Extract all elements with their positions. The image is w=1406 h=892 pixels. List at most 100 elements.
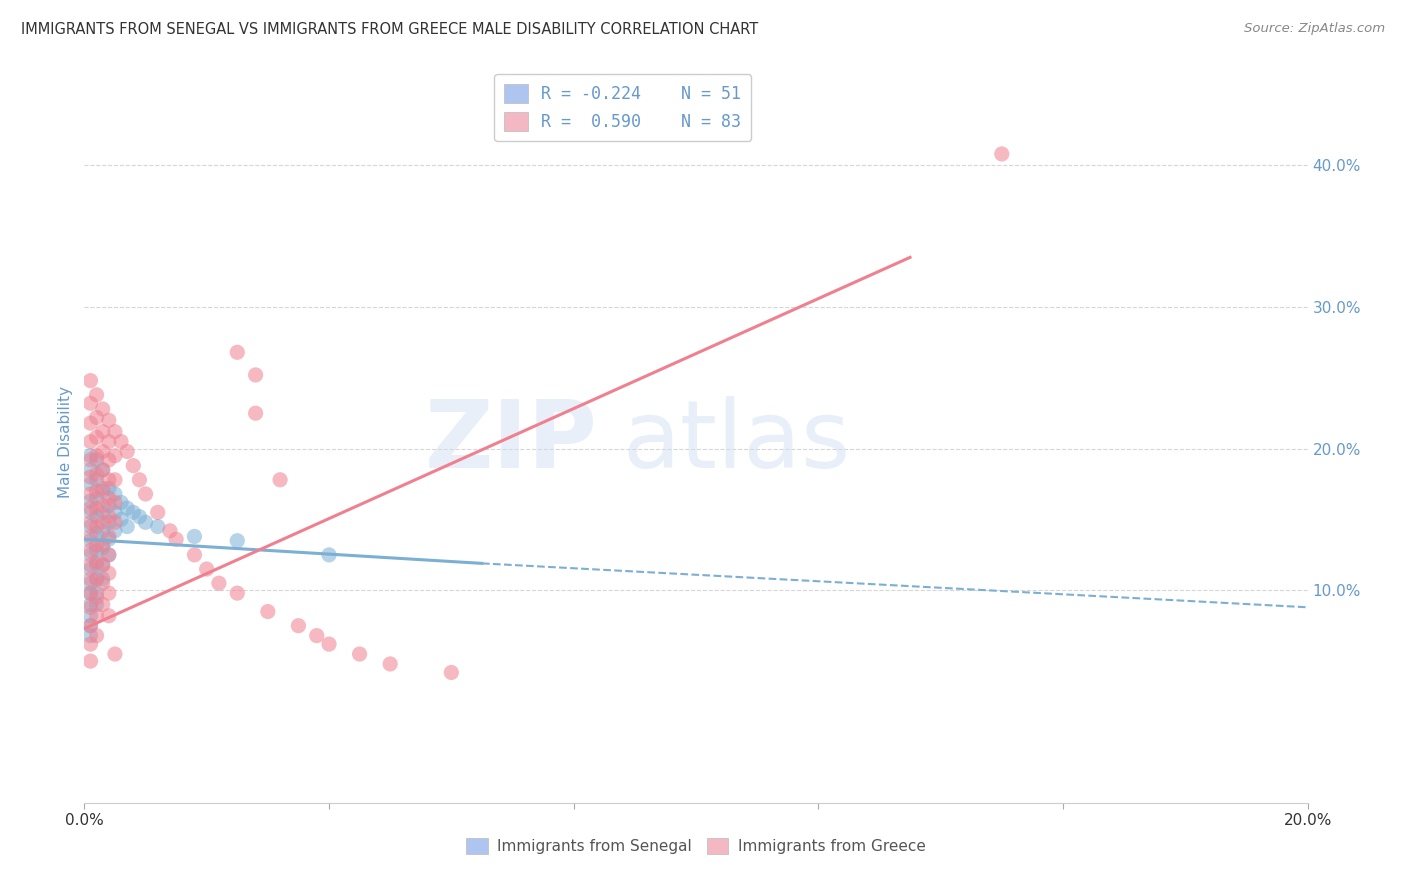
Point <box>97 473 120 487</box>
Point <box>86 388 108 402</box>
Point <box>269 473 291 487</box>
Point <box>91 558 114 572</box>
Point <box>91 524 114 538</box>
Point <box>183 548 205 562</box>
Point <box>226 345 249 359</box>
Point <box>97 529 120 543</box>
Point <box>128 473 150 487</box>
Point <box>79 562 101 576</box>
Point <box>79 576 101 591</box>
Point <box>91 484 114 499</box>
Point <box>104 487 127 501</box>
Point <box>79 618 101 632</box>
Point <box>991 147 1014 161</box>
Text: ZIP: ZIP <box>425 395 598 488</box>
Point <box>91 498 114 512</box>
Point <box>135 487 157 501</box>
Point <box>86 473 108 487</box>
Point <box>104 473 127 487</box>
Point <box>91 444 114 458</box>
Point <box>91 576 114 591</box>
Point <box>135 516 157 530</box>
Point <box>79 572 101 586</box>
Point <box>104 449 127 463</box>
Point <box>349 647 371 661</box>
Point <box>245 368 267 382</box>
Point <box>97 533 120 547</box>
Point <box>86 430 108 444</box>
Point <box>86 410 108 425</box>
Point <box>305 629 328 643</box>
Text: atlas: atlas <box>623 395 851 488</box>
Point <box>122 458 145 473</box>
Point <box>79 374 101 388</box>
Point <box>91 598 114 612</box>
Point <box>104 524 127 538</box>
Point <box>97 608 120 623</box>
Point <box>79 505 101 519</box>
Point <box>86 519 108 533</box>
Point <box>195 562 218 576</box>
Point <box>79 449 101 463</box>
Point <box>110 512 132 526</box>
Point <box>79 396 101 410</box>
Point <box>318 637 340 651</box>
Point <box>79 654 101 668</box>
Point <box>380 657 402 671</box>
Point <box>440 665 463 680</box>
Point <box>91 463 114 477</box>
Point <box>287 618 309 632</box>
Point <box>104 425 127 439</box>
Point <box>86 467 108 482</box>
Point <box>86 491 108 506</box>
Text: IMMIGRANTS FROM SENEGAL VS IMMIGRANTS FROM GREECE MALE DISABILITY CORRELATION CH: IMMIGRANTS FROM SENEGAL VS IMMIGRANTS FR… <box>21 22 758 37</box>
Y-axis label: Male Disability: Male Disability <box>58 385 73 498</box>
Point <box>86 538 108 552</box>
Point <box>97 434 120 449</box>
Point <box>165 533 187 547</box>
Text: Source: ZipAtlas.com: Source: ZipAtlas.com <box>1244 22 1385 36</box>
Point <box>104 647 127 661</box>
Point <box>79 637 101 651</box>
Point <box>91 505 114 519</box>
Point <box>91 541 114 555</box>
Point <box>91 463 114 477</box>
Point <box>86 449 108 463</box>
Point <box>79 519 101 533</box>
Point <box>86 608 108 623</box>
Point <box>97 548 120 562</box>
Point <box>97 586 120 600</box>
Point <box>226 586 249 600</box>
Point <box>97 491 120 506</box>
Point <box>257 605 280 619</box>
Point <box>146 505 169 519</box>
Point <box>122 505 145 519</box>
Point <box>91 572 114 586</box>
Point <box>79 501 101 516</box>
Point <box>79 529 101 543</box>
Point <box>146 519 169 533</box>
Point <box>86 591 108 605</box>
Point <box>79 608 101 623</box>
Point <box>79 533 101 548</box>
Point <box>79 629 101 643</box>
Point <box>86 501 108 516</box>
Point <box>91 425 114 439</box>
Point <box>86 572 108 586</box>
Point <box>86 629 108 643</box>
Point <box>79 494 101 508</box>
Point <box>104 505 127 519</box>
Point <box>91 481 114 495</box>
Point <box>208 576 231 591</box>
Point <box>97 509 120 524</box>
Point <box>79 598 101 612</box>
Point <box>97 516 120 530</box>
Point <box>79 586 101 600</box>
Point <box>97 566 120 581</box>
Point <box>110 434 132 449</box>
Point <box>318 548 340 562</box>
Point <box>79 543 101 558</box>
Point <box>91 401 114 416</box>
Point <box>115 501 138 516</box>
Point <box>91 538 114 552</box>
